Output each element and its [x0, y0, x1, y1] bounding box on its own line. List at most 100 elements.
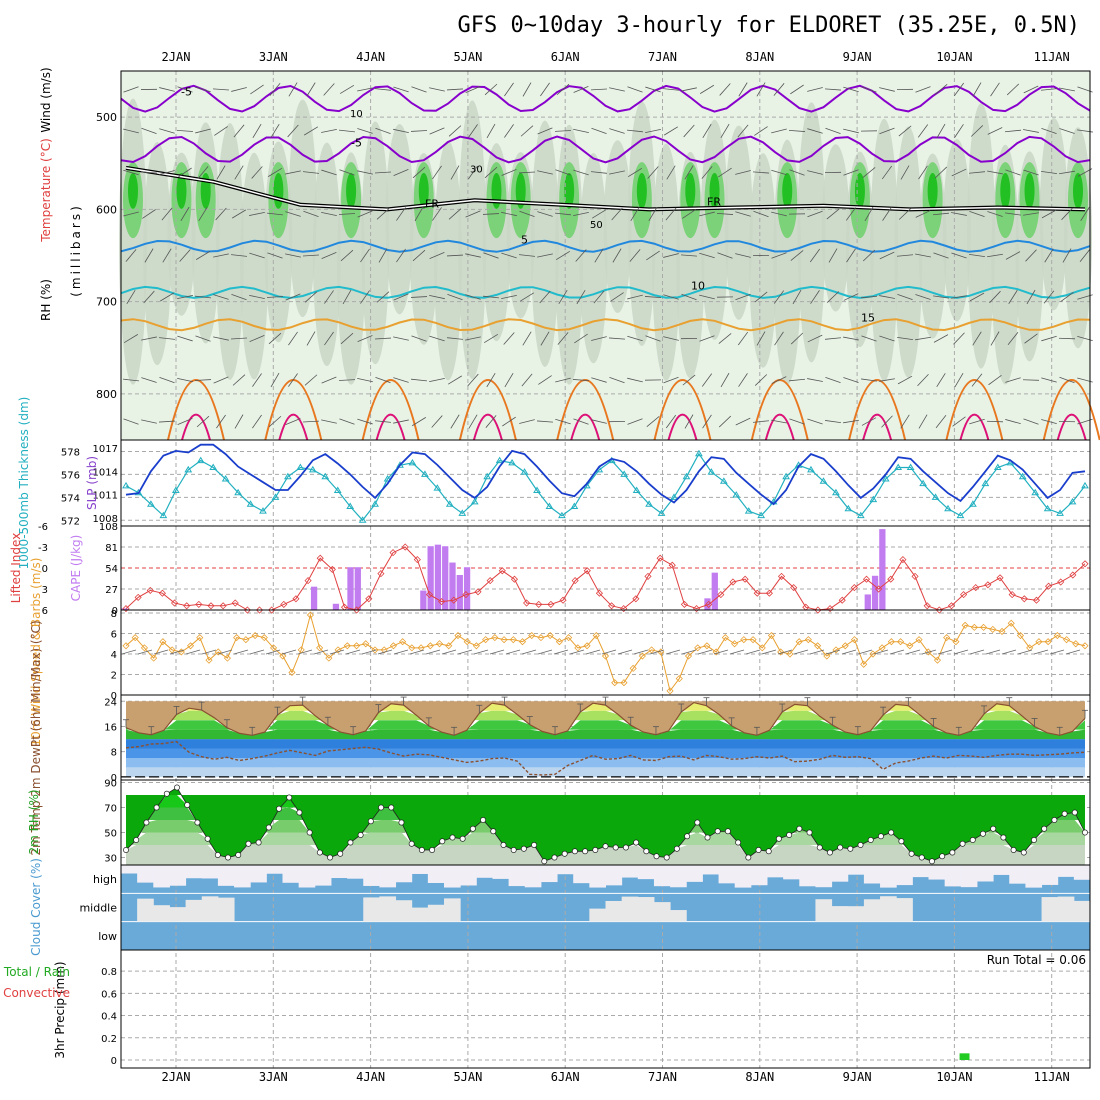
panel-frames: [120, 70, 1091, 1069]
wind-barb: [1041, 127, 1057, 134]
thickness-tick-label: 576: [61, 470, 80, 481]
surface-wind-barb: [665, 649, 681, 655]
rh-point: [439, 838, 446, 845]
cloud-clear-middle: [411, 907, 429, 922]
surface-wind-barb: [745, 649, 761, 655]
wind-speed-point: [122, 642, 130, 650]
surface-wind-barb: [761, 649, 777, 655]
wind-barb: [952, 416, 966, 427]
surface-wind-barb: [553, 649, 569, 655]
wind-speed-point: [380, 646, 388, 654]
rh-point: [551, 854, 558, 861]
wind-barb: [752, 420, 770, 423]
wind-barb: [843, 128, 859, 134]
wind-barb: [323, 83, 335, 96]
cloud-clear-high: [734, 865, 752, 888]
rh-region: [119, 98, 147, 385]
wind-barb: [1041, 335, 1057, 342]
wind-tick-label: 6: [111, 630, 117, 641]
cloud-clear-high: [508, 865, 526, 887]
wind-barb: [396, 207, 406, 221]
wind-barb: [486, 123, 496, 139]
surface-wind-barb: [265, 649, 281, 655]
rh-point: [653, 853, 660, 860]
wind-barb: [663, 88, 679, 91]
lifted-index-point: [535, 600, 543, 608]
cape-bar: [704, 598, 711, 610]
rh-point: [163, 790, 170, 797]
wind-barb: [411, 335, 427, 342]
thickness-point: [719, 477, 728, 484]
wind-barb: [540, 331, 550, 346]
rh-point: [592, 847, 599, 853]
rh-region: [530, 120, 559, 367]
rh-point: [388, 804, 395, 811]
surface-wind-barb: [713, 649, 729, 655]
wind-speed-point: [362, 640, 370, 648]
lifted-index-tick-label: -6: [38, 522, 48, 533]
wind-barb: [429, 127, 445, 135]
lifted-index-point: [729, 578, 737, 586]
wind-barb: [141, 127, 157, 135]
wind-barb: [447, 293, 463, 301]
wind-barb: [432, 207, 442, 221]
wind-barb: [735, 417, 751, 426]
rh-point: [867, 837, 874, 843]
cloud-clear-middle: [880, 896, 897, 922]
lifted-index-point: [365, 595, 373, 603]
wind-barb: [302, 420, 320, 423]
rh-saturated-region: [346, 172, 357, 209]
wind-barb: [1059, 376, 1075, 384]
lifted-index-point: [510, 575, 519, 583]
thickness-point: [346, 502, 355, 510]
surface-wind-barb: [313, 649, 329, 655]
wind-barb: [288, 82, 298, 97]
wind-barb: [843, 169, 859, 176]
cloud-clear-high: [266, 865, 283, 874]
temperature-band: [126, 767, 1085, 777]
rh-saturated-region: [685, 172, 696, 209]
isotherm-label: 15: [861, 312, 875, 325]
wind-barb: [342, 289, 352, 305]
precip-bar: [959, 1053, 970, 1060]
lifted-index-point: [195, 600, 203, 608]
wind-barb: [393, 377, 409, 383]
wind-barb: [971, 373, 983, 387]
rh-point: [469, 825, 476, 832]
wind-speed-point: [565, 634, 573, 642]
wind-speed-point: [555, 638, 563, 646]
isotherm-25-line: [570, 413, 601, 441]
wind-barb: [161, 207, 173, 221]
precip-tick-label: 0.8: [101, 967, 117, 978]
precip-tick-label: 0.2: [101, 1034, 117, 1045]
lifted-index-point: [972, 584, 980, 592]
surface-wind-barb: [857, 649, 873, 655]
wind-barb: [519, 419, 535, 424]
wind-barb: [1060, 291, 1074, 303]
wind-barb: [881, 415, 893, 428]
thickness-point: [682, 472, 691, 480]
wind-barb: [828, 248, 838, 263]
lifted-index-point: [838, 596, 846, 604]
wind-barb: [716, 212, 734, 215]
wind-barb: [720, 372, 730, 388]
wind-barb: [249, 335, 265, 343]
date-label-top: 9JAN: [843, 50, 872, 64]
thickness-point: [308, 465, 317, 473]
rh-contour-label: 30: [470, 164, 483, 175]
rh-tick-label: 70: [104, 804, 117, 815]
surface-wind-barb: [377, 649, 393, 655]
wind-barb: [807, 334, 823, 343]
lifted-index-point: [231, 599, 239, 607]
wind-barb: [1023, 169, 1039, 176]
precip-legend-total: Total / Rain: [3, 965, 70, 979]
wind-barb: [393, 128, 409, 134]
rh2m-axis-label: 2m RH (%): [27, 789, 41, 854]
date-label-bottom: 3JAN: [259, 1070, 288, 1084]
wind-barb: [393, 293, 409, 301]
lifted-index-point: [158, 589, 166, 597]
isotherm-20-line: [167, 379, 225, 441]
wind-barb: [270, 372, 280, 388]
wind-speed-point: [408, 644, 416, 652]
rh-point: [123, 847, 129, 853]
